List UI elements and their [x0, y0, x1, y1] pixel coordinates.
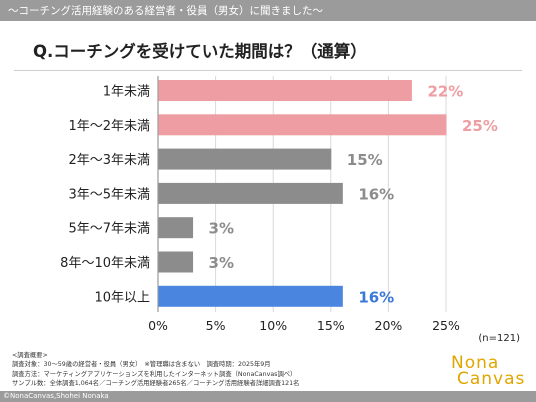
bar	[158, 80, 412, 101]
category-label: 3年～5年未満	[68, 187, 150, 202]
sample-size-label: (n=121)	[478, 333, 520, 344]
data-label: 3%	[209, 254, 234, 272]
header-bar: ～コーチング活用経験のある経営者・役員（男女）に聞きました～	[0, 0, 536, 21]
survey-line: <調査概要>	[12, 352, 48, 359]
data-label: 16%	[358, 185, 394, 203]
data-label: 15%	[347, 151, 383, 169]
nonacanvas-logo: Nona Canvas	[451, 353, 524, 389]
x-tick-label: 5%	[206, 318, 226, 333]
x-tick-label: 0%	[148, 318, 168, 333]
bar	[158, 217, 194, 239]
bar	[158, 251, 194, 273]
title-divider	[14, 70, 522, 71]
survey-line: 調査方法：マーケティングアプリケーションズを利用したインターネット調査（Nona…	[12, 370, 297, 378]
survey-line: サンプル数：全体調査1,064名／コーチング活用経験者265名／コーチング活用経…	[12, 379, 300, 387]
data-label: 25%	[462, 117, 498, 135]
data-label: 3%	[209, 220, 234, 238]
survey-overview: <調査概要> 調査対象：30～59歳の経営者・役員（男女） ※管理職は含まない …	[12, 351, 299, 388]
category-label: 1年未満	[103, 85, 150, 100]
category-label: 1年～2年未満	[68, 119, 150, 134]
x-tick-label: 10%	[259, 318, 287, 333]
data-label: 16%	[358, 288, 394, 306]
bar	[158, 114, 447, 136]
header-text: ～コーチング活用経験のある経営者・役員（男女）に聞きました～	[8, 5, 323, 17]
chart-title: Q.コーチングを受けていた期間は？（通算）	[33, 42, 367, 61]
logo-text-bottom: Canvas	[457, 369, 526, 389]
footer-bar: ©NonaCanvas,Shohei Nonaka	[0, 391, 536, 402]
bar-chart: 0% 5% 10% 15% 20% 25% 1年未満 22% 1年～2年未満 25% 2年～3年未満…	[60, 76, 498, 333]
x-tick-label: 20%	[375, 318, 403, 333]
category-label: 2年～3年未満	[68, 153, 150, 168]
bar	[158, 182, 343, 204]
category-label: 8年～10年未満	[60, 256, 150, 271]
copyright-text: ©NonaCanvas,Shohei Nonaka	[3, 392, 109, 400]
survey-line: 調査対象：30～59歳の経営者・役員（男女） ※管理職は含まない 調査時期：20…	[12, 361, 271, 369]
category-label: 10年以上	[94, 290, 150, 305]
category-label: 5年～7年未満	[68, 222, 150, 237]
x-tick-label: 15%	[317, 318, 345, 333]
logo-text-top: Nona	[451, 353, 500, 373]
bar	[158, 285, 343, 307]
bar	[158, 148, 332, 170]
x-tick-label: 25%	[432, 318, 460, 333]
data-label: 22%	[427, 83, 463, 101]
